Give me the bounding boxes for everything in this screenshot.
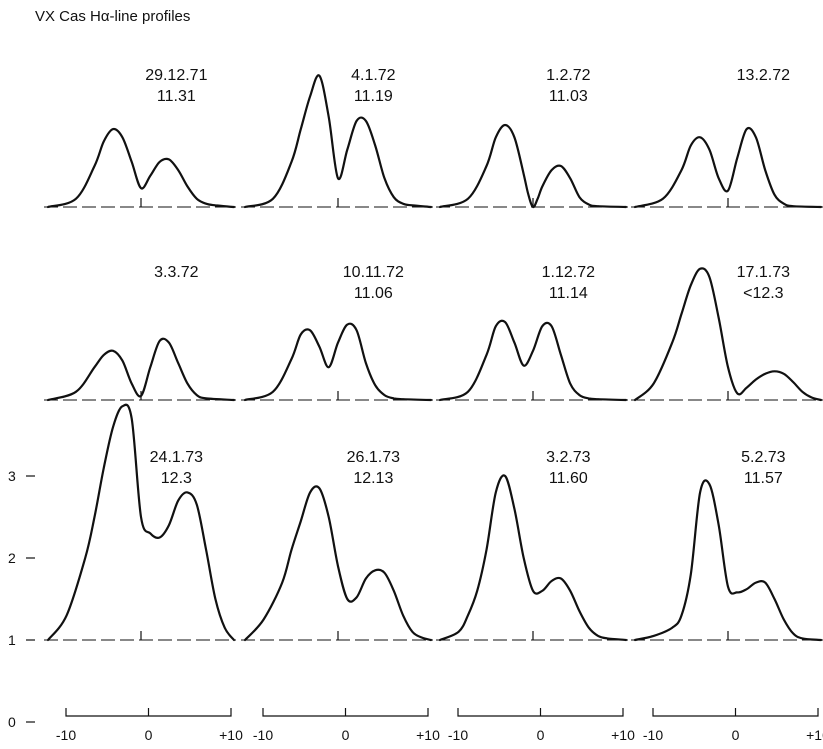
x-tick-label: 0 [145,727,153,743]
panel-date-label: 13.2.72 [737,67,790,84]
x-tick-label: -10 [448,727,468,743]
x-tick-label: 0 [342,727,350,743]
panel-magnitude-label: 12.3 [161,470,192,487]
panel-date-label: 17.1.73 [737,264,790,281]
profile-curve [46,127,236,209]
panel-magnitude-label: 11.06 [354,285,393,302]
profile-panel: 26.1.73 12.13 [241,449,433,642]
profile-curve [46,403,236,642]
y-tick-label: 3 [8,468,16,484]
profile-panel: 3.2.73 11.60 [436,449,628,642]
panel-date-label: 3.2.73 [546,449,591,466]
panel-date-label: 24.1.73 [150,449,203,466]
y-axis: 0 1 2 3 [8,468,35,730]
chart-title: VX Cas Hα-line profiles [35,8,190,25]
profile-panel: 3.3.72 [44,264,236,402]
x-axis-scale: -10 0 +10 [448,708,635,743]
panel-date-label: 10.11.72 [343,264,404,281]
x-tick-label: +10 [611,727,635,743]
profile-curve [46,337,236,402]
panel-date-label: 1.12.72 [542,264,595,281]
panel-magnitude-label: 11.19 [354,88,393,105]
profile-curve [633,126,823,209]
panel-magnitude-label: 11.14 [549,285,588,302]
panel-magnitude-label: 11.60 [549,470,588,487]
profile-panel: 24.1.73 12.3 [44,403,236,642]
y-tick-label: 1 [8,632,16,648]
profile-curve [633,267,823,402]
x-tick-label: -10 [56,727,76,743]
panel-date-label: 29.12.71 [145,67,207,84]
x-tick-label: -10 [253,727,273,743]
profile-curve [438,474,628,642]
x-tick-label: +10 [806,727,823,743]
x-tick-label: -10 [643,727,663,743]
x-axes: -10 0 +10 -10 0 +10 -10 0 +10 -10 0 +10 [56,708,823,743]
x-axis-scale: -10 0 +10 [643,708,823,743]
profile-panel: 17.1.73 <12.3 [631,264,823,402]
profile-panel: 10.11.72 11.06 [241,264,433,402]
profile-panels: 29.12.71 11.31 4.1.72 11.19 1.2.72 11.03 13.2.… [44,67,823,642]
x-axis-scale: -10 0 +10 [56,708,243,743]
panel-date-label: 26.1.73 [347,449,400,466]
panel-magnitude-label: 11.57 [744,470,783,487]
y-tick-label: 2 [8,550,16,566]
panel-date-label: 3.3.72 [154,264,199,281]
x-tick-label: +10 [219,727,243,743]
x-axis-scale: -10 0 +10 [253,708,440,743]
profile-panel: 1.12.72 11.14 [436,264,628,402]
profile-panel: 13.2.72 [631,67,823,209]
panel-date-label: 4.1.72 [351,67,396,84]
profile-curve [438,319,628,402]
panel-date-label: 1.2.72 [546,67,591,84]
x-tick-label: 0 [732,727,740,743]
panel-magnitude-label: <12.3 [743,285,784,302]
profile-curve [438,123,628,209]
panel-magnitude-label: 11.03 [549,88,588,105]
profile-curve [243,485,433,642]
panel-date-label: 5.2.73 [741,449,786,466]
panel-magnitude-label: 12.13 [353,470,393,487]
profile-curve [243,322,433,402]
profile-curve [633,479,823,642]
x-tick-label: 0 [537,727,545,743]
profile-panel: 1.2.72 11.03 [436,67,628,209]
profile-curve [243,74,433,209]
profile-panel: 5.2.73 11.57 [631,449,823,642]
profile-panel: 4.1.72 11.19 [241,67,433,209]
panel-magnitude-label: 11.31 [157,88,196,105]
profile-panel: 29.12.71 11.31 [44,67,236,209]
y-tick-label: 0 [8,714,16,730]
x-tick-label: +10 [416,727,440,743]
